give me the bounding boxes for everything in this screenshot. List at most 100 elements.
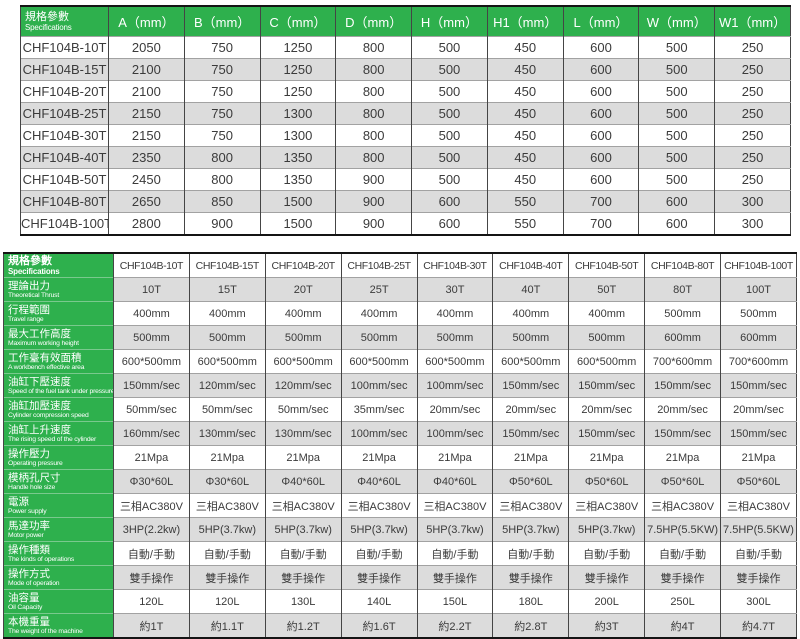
spec-value: 600mm bbox=[644, 325, 721, 350]
spec-value: 7.5HP(5.5KW) bbox=[644, 517, 721, 542]
model-name: CHF104B-10T bbox=[20, 36, 109, 59]
spec-row-label-zh: 本機重量 bbox=[8, 615, 50, 628]
spec-value: 100mm/sec bbox=[340, 373, 417, 398]
spec-value: 自動/手動 bbox=[568, 541, 645, 566]
spec-row: 模柄孔尺寸 Handle hole size Φ30*60L Φ30*60L Φ40*6… bbox=[3, 469, 797, 494]
spec-row: 工作臺有效面積 A workbench effective area 600*500… bbox=[3, 349, 797, 374]
spec-value: 120mm/sec bbox=[264, 373, 342, 398]
spec-value: 150mm/sec bbox=[492, 421, 569, 446]
dimension-value: 450 bbox=[486, 36, 564, 59]
spec-row: 油缸下壓速度 Speed of the fuel tank under press… bbox=[3, 373, 797, 398]
spec-value: 600*500mm bbox=[416, 349, 493, 374]
model-name: CHF104B-20T bbox=[20, 80, 109, 103]
spec-row-label: 油容量 Oil Capacity bbox=[3, 589, 114, 614]
dimension-value: 250 bbox=[714, 102, 791, 125]
dimension-value: 2150 bbox=[108, 102, 185, 125]
spec-value: 雙手操作 bbox=[568, 565, 645, 590]
spec-row-label-zh: 模柄孔尺寸 bbox=[8, 471, 61, 484]
spec-model-header: CHF104B-80T bbox=[644, 253, 721, 278]
dimension-value: 250 bbox=[714, 80, 791, 103]
spec-value: 150mm/sec bbox=[113, 373, 190, 398]
spec-row-label-en: Speed of the fuel tank under pressure bbox=[8, 388, 114, 395]
dimension-value: 250 bbox=[714, 146, 791, 169]
spec-value: 600*500mm bbox=[113, 349, 190, 374]
spec-value: 50mm/sec bbox=[113, 397, 190, 422]
spec-value: 500mm bbox=[340, 325, 417, 350]
spec-value: 150mm/sec bbox=[720, 421, 797, 446]
dimension-value: 600 bbox=[562, 146, 639, 169]
specifications-label-en: Specifications bbox=[8, 266, 60, 276]
spec-value: 50T bbox=[568, 277, 645, 302]
dimensions-row: CHF104B-25T 2150 750 1300 800 500 450 600 500 250 bbox=[20, 102, 791, 125]
spec-row-label: 理論出力 Theoretical Thrust bbox=[3, 277, 114, 302]
dimension-column-header: W（mm） bbox=[638, 6, 715, 37]
spec-row-label-zh: 油容量 bbox=[8, 591, 40, 604]
spec-row-label-zh: 行程範圍 bbox=[8, 303, 50, 316]
dimension-value: 450 bbox=[486, 58, 564, 81]
spec-value: 21Mpa bbox=[416, 445, 493, 470]
spec-value: 5HP(3.7kw) bbox=[416, 517, 493, 542]
spec-value: 雙手操作 bbox=[720, 565, 797, 590]
spec-value: 100mm/sec bbox=[340, 421, 417, 446]
spec-value: 約2.8T bbox=[492, 613, 569, 639]
dimension-value: 900 bbox=[335, 190, 412, 213]
spec-header-label: 規格參數 Specifications bbox=[3, 253, 114, 278]
spec-row-label: 油缸上升速度 The rising speed of the cylinder bbox=[3, 421, 114, 446]
spec-value: 自動/手動 bbox=[720, 541, 797, 566]
dimension-value: 600 bbox=[562, 168, 639, 191]
dimension-value: 500 bbox=[638, 58, 715, 81]
dimensions-row: CHF104B-80T 2650 850 1500 900 600 550 700 600 300 bbox=[20, 190, 791, 213]
dimension-value: 2800 bbox=[108, 212, 185, 235]
spec-value: 600mm bbox=[720, 325, 797, 350]
dimension-value: 800 bbox=[335, 36, 412, 59]
spec-value: 500mm bbox=[113, 325, 190, 350]
spec-value: 自動/手動 bbox=[113, 541, 190, 566]
spec-row: 行程範圍 Travel range 400mm 400mm 400mm 400mm 400m… bbox=[3, 301, 797, 326]
dimension-value: 2050 bbox=[108, 36, 185, 59]
spec-model-header: CHF104B-10T bbox=[113, 253, 190, 278]
spec-value: 160mm/sec bbox=[113, 421, 190, 446]
spec-value: 21Mpa bbox=[188, 445, 266, 470]
spec-value: 21Mpa bbox=[644, 445, 721, 470]
spec-value: 20mm/sec bbox=[416, 397, 493, 422]
dimension-column-header: W1（mm） bbox=[714, 6, 791, 37]
spec-row: 理論出力 Theoretical Thrust 10T 15T 20T 25T 30T 40T… bbox=[3, 277, 797, 302]
dimension-value: 700 bbox=[562, 190, 639, 213]
spec-value: 5HP(3.7kw) bbox=[340, 517, 417, 542]
model-name: CHF104B-100T bbox=[20, 212, 109, 235]
dimension-value: 250 bbox=[714, 168, 791, 191]
spec-value: 500mm bbox=[720, 301, 797, 326]
spec-value: 150mm/sec bbox=[492, 373, 569, 398]
spec-row-label-zh: 油缸上升速度 bbox=[8, 423, 71, 436]
dimension-value: 900 bbox=[335, 212, 412, 235]
dimension-value: 250 bbox=[714, 58, 791, 81]
spec-value: 600*500mm bbox=[340, 349, 417, 374]
dimension-value: 1300 bbox=[259, 124, 336, 147]
spec-value: 400mm bbox=[188, 301, 266, 326]
dimension-column-header: C（mm） bbox=[259, 6, 336, 37]
spec-value: 30T bbox=[416, 277, 493, 302]
dimension-value: 700 bbox=[562, 212, 639, 235]
dimension-column-header: H1（mm） bbox=[486, 6, 564, 37]
spec-value: 三相AC380V bbox=[340, 493, 417, 518]
dimensions-row: CHF104B-10T 2050 750 1250 800 500 450 600 500 250 bbox=[20, 36, 791, 59]
spec-model-header: CHF104B-30T bbox=[416, 253, 493, 278]
spec-row: 油缸加壓速度 Cylinder compression speed 50mm/sec… bbox=[3, 397, 797, 422]
spec-value: 35mm/sec bbox=[340, 397, 417, 422]
spec-value: 21Mpa bbox=[568, 445, 645, 470]
spec-row: 油容量 Oil Capacity 120L 120L 130L 140L 150L 180L 2… bbox=[3, 589, 797, 614]
spec-value: 20T bbox=[264, 277, 342, 302]
dimension-value: 2100 bbox=[108, 58, 185, 81]
spec-table: 規格參數 Specifications CHF104B-10T CHF104B-1… bbox=[3, 252, 797, 639]
spec-model-header: CHF104B-100T bbox=[720, 253, 797, 278]
dimension-column-header: A（mm） bbox=[108, 6, 185, 37]
spec-value: 400mm bbox=[416, 301, 493, 326]
spec-value: 三相AC380V bbox=[720, 493, 797, 518]
spec-value: 自動/手動 bbox=[416, 541, 493, 566]
spec-value: 雙手操作 bbox=[264, 565, 342, 590]
dimension-value: 300 bbox=[714, 190, 791, 213]
spec-value: 5HP(3.7kw) bbox=[492, 517, 569, 542]
spec-value: 250L bbox=[644, 589, 721, 614]
dimension-column-header: B（mm） bbox=[183, 6, 261, 37]
dimension-value: 800 bbox=[335, 102, 412, 125]
